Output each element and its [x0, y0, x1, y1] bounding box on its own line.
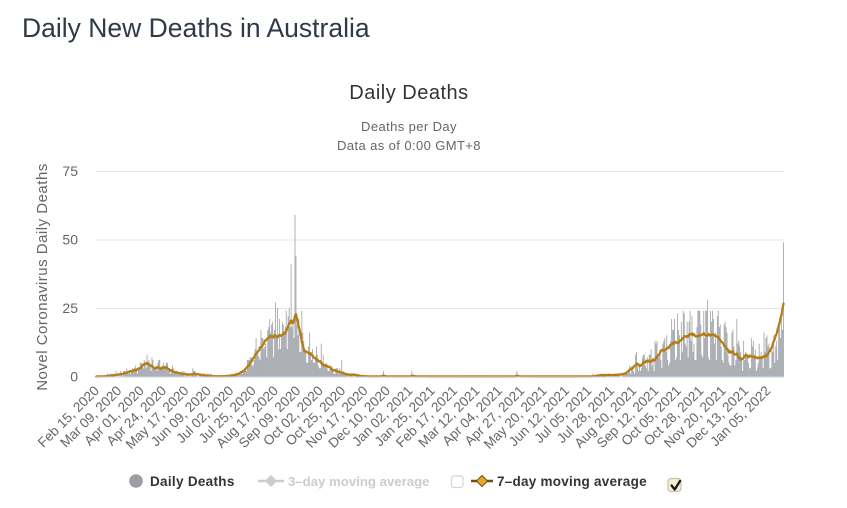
svg-text:3–day moving average: 3–day moving average [288, 474, 429, 489]
svg-text:Novel Coronavirus Daily Deaths: Novel Coronavirus Daily Deaths [34, 163, 51, 391]
svg-text:Daily Deaths: Daily Deaths [349, 82, 468, 104]
svg-text:50: 50 [62, 232, 78, 248]
svg-text:0: 0 [70, 369, 78, 385]
svg-text:Deaths per Day: Deaths per Day [361, 119, 457, 134]
svg-text:Daily Deaths: Daily Deaths [150, 474, 235, 489]
svg-text:7–day moving average: 7–day moving average [497, 474, 647, 489]
svg-text:Data as of 0:00 GMT+8: Data as of 0:00 GMT+8 [337, 138, 481, 153]
svg-text:75: 75 [62, 163, 78, 179]
svg-text:Daily New Deaths in Australia: Daily New Deaths in Australia [22, 13, 370, 43]
svg-text:25: 25 [62, 300, 78, 316]
